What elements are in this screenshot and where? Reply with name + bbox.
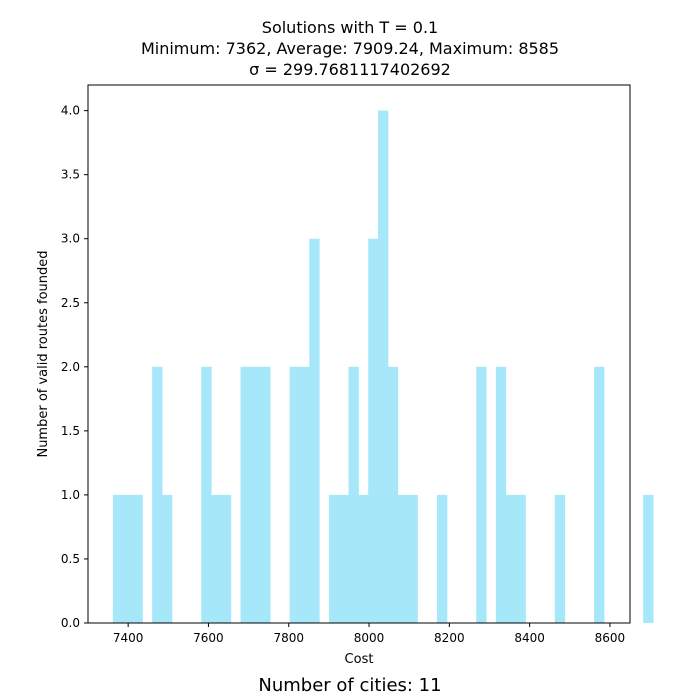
cities-count-footer: Number of cities: 11	[258, 675, 442, 696]
histogram-bar	[299, 366, 310, 623]
histogram-bar	[387, 366, 399, 623]
histogram-bar	[643, 494, 654, 623]
histogram-bar	[476, 366, 487, 623]
y-tick-label: 2.5	[61, 296, 80, 310]
histogram-bar	[250, 366, 261, 623]
y-tick-label: 4.0	[61, 104, 80, 118]
x-tick-label: 7600	[193, 631, 224, 645]
histogram-bar	[161, 494, 173, 623]
histogram-bar	[260, 366, 271, 623]
histogram-bar	[397, 494, 408, 623]
x-axis-label: Cost	[345, 652, 374, 667]
y-tick-label: 3.5	[61, 168, 80, 182]
histogram-bar	[240, 366, 251, 623]
histogram-bar	[407, 494, 418, 623]
histogram-bar	[211, 494, 222, 623]
histogram-bar	[505, 494, 517, 623]
histogram-bar	[122, 494, 134, 623]
histogram-bar	[436, 494, 448, 623]
histogram-bar	[112, 494, 124, 623]
x-tick-label: 8000	[354, 631, 385, 645]
x-tick-label: 8400	[514, 631, 545, 645]
histogram-bar	[309, 238, 320, 623]
y-tick-label: 3.0	[61, 232, 80, 246]
y-tick-label: 1.5	[61, 424, 80, 438]
plot-frame	[87, 84, 631, 624]
chart-title-line-1: Solutions with T = 0.1	[261, 18, 439, 37]
y-axis-label: Number of valid routes founded	[36, 250, 51, 457]
histogram-bar	[328, 494, 340, 623]
histogram-bar	[594, 366, 605, 623]
y-tick-label: 0.0	[61, 616, 80, 630]
chart-title-line-3: σ = 299.7681117402692	[249, 60, 451, 79]
y-axis-ticks: 0.0 0.5 1.0 1.5 2.0 2.5 3.0 3.5 4.0	[61, 104, 88, 630]
y-tick-label: 0.5	[61, 552, 80, 566]
histogram-bar	[220, 494, 232, 623]
histogram-bar	[201, 366, 212, 623]
x-tick-label: 8600	[595, 631, 626, 645]
x-tick-label: 7800	[273, 631, 304, 645]
x-axis-ticks: 7400 7600 7800 8000 8200 8400 8600	[113, 623, 625, 645]
y-tick-label: 2.0	[61, 360, 80, 374]
histogram-bar	[338, 494, 350, 623]
histogram-bar	[348, 366, 359, 623]
histogram-bar	[368, 238, 379, 623]
histogram-bars	[112, 110, 654, 624]
histogram-bar	[152, 366, 163, 623]
histogram-bar	[378, 110, 389, 624]
y-tick-label: 1.0	[61, 488, 80, 502]
x-tick-label: 7400	[113, 631, 144, 645]
histogram-bar	[495, 366, 507, 623]
chart-title-line-2: Minimum: 7362, Average: 7909.24, Maximum…	[140, 39, 560, 58]
histogram-bar	[132, 494, 143, 623]
histogram-bar	[515, 494, 526, 623]
histogram-bar	[554, 494, 566, 623]
histogram-bar	[289, 366, 300, 623]
histogram-bar	[358, 494, 369, 623]
x-tick-label: 8200	[434, 631, 465, 645]
